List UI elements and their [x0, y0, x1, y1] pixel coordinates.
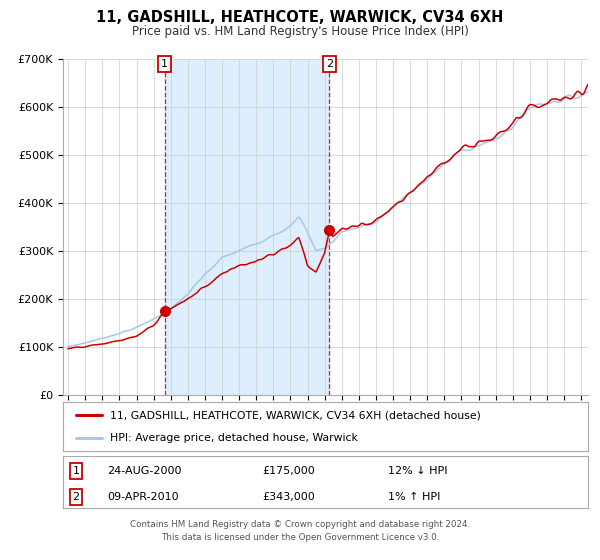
Text: 1: 1 [73, 466, 80, 476]
Text: HPI: Average price, detached house, Warwick: HPI: Average price, detached house, Warw… [110, 433, 358, 444]
Text: 12% ↓ HPI: 12% ↓ HPI [389, 466, 448, 476]
Text: 2: 2 [73, 492, 80, 502]
Text: 2: 2 [326, 59, 333, 69]
Text: £343,000: £343,000 [263, 492, 315, 502]
Text: Price paid vs. HM Land Registry's House Price Index (HPI): Price paid vs. HM Land Registry's House … [131, 25, 469, 38]
Text: 1: 1 [161, 59, 168, 69]
Bar [165, 59, 329, 395]
Text: Contains HM Land Registry data © Crown copyright and database right 2024.: Contains HM Land Registry data © Crown c… [130, 520, 470, 529]
Text: 09-APR-2010: 09-APR-2010 [107, 492, 179, 502]
Text: 24-AUG-2000: 24-AUG-2000 [107, 466, 182, 476]
Text: 11, GADSHILL, HEATHCOTE, WARWICK, CV34 6XH (detached house): 11, GADSHILL, HEATHCOTE, WARWICK, CV34 6… [110, 410, 481, 421]
Text: £175,000: £175,000 [263, 466, 315, 476]
Text: 11, GADSHILL, HEATHCOTE, WARWICK, CV34 6XH: 11, GADSHILL, HEATHCOTE, WARWICK, CV34 6… [97, 10, 503, 25]
Text: This data is licensed under the Open Government Licence v3.0.: This data is licensed under the Open Gov… [161, 533, 439, 542]
Text: 1% ↑ HPI: 1% ↑ HPI [389, 492, 441, 502]
